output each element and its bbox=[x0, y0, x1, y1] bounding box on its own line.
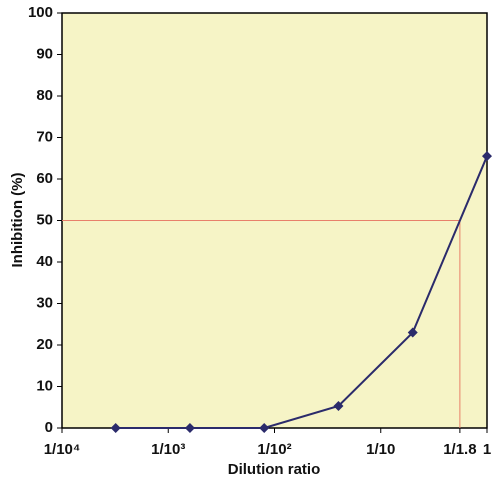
x-tick-label: 1 bbox=[483, 441, 491, 458]
y-tick-label: 40 bbox=[36, 253, 53, 270]
x-tick-label: 1/1.8 bbox=[443, 441, 476, 458]
data-point bbox=[482, 151, 492, 162]
x-tick-label: 1/10 bbox=[366, 441, 395, 458]
data-point bbox=[184, 423, 195, 433]
data-point bbox=[333, 401, 344, 412]
y-tick-label: 10 bbox=[36, 377, 53, 394]
y-tick-label: 90 bbox=[36, 45, 53, 62]
data-point bbox=[110, 423, 121, 433]
y-tick-label: 50 bbox=[36, 211, 53, 228]
y-axis-title: Inhibition (%) bbox=[9, 173, 26, 268]
y-tick-label: 0 bbox=[45, 419, 53, 436]
x-tick-label: 1/10³ bbox=[151, 441, 185, 458]
x-tick-label: 1/10⁴ bbox=[44, 441, 81, 458]
y-tick-label: 100 bbox=[28, 4, 53, 21]
y-tick-label: 70 bbox=[36, 128, 53, 145]
data-point bbox=[259, 423, 270, 433]
data-point bbox=[407, 327, 418, 338]
y-tick-label: 30 bbox=[36, 294, 53, 311]
y-tick-label: 80 bbox=[36, 87, 53, 104]
series-line bbox=[115, 155, 488, 429]
x-tick-label: 1/10² bbox=[257, 441, 291, 458]
y-tick-label: 20 bbox=[36, 336, 53, 353]
y-tick-label: 60 bbox=[36, 170, 53, 187]
x-axis-title: Dilution ratio bbox=[228, 461, 321, 478]
